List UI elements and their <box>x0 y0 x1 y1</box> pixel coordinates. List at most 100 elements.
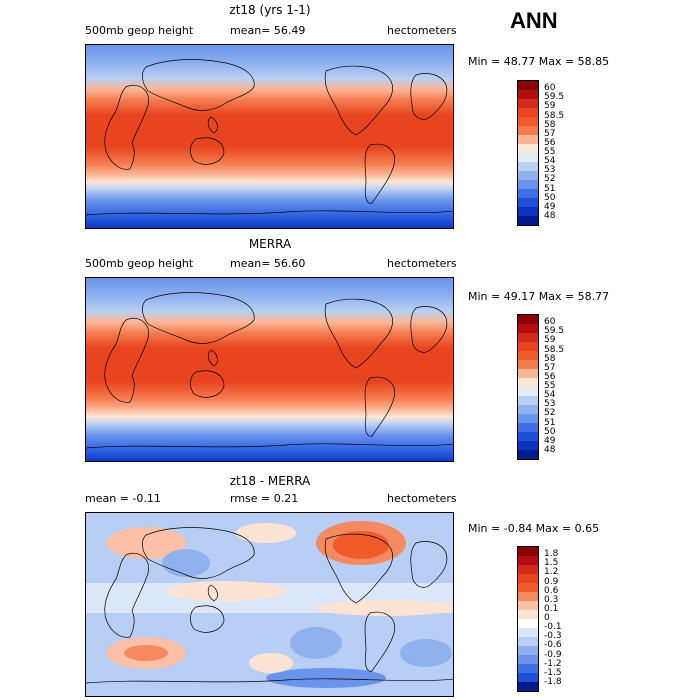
colorbar-tick-label: 48 <box>544 444 556 455</box>
panel3-units-label: hectometers <box>387 492 457 505</box>
colorbar-tick-label: 48 <box>544 210 556 221</box>
colorbar-swatch <box>518 315 538 324</box>
colorbar-tick-label: -1.5 <box>544 667 562 678</box>
colorbar-swatch <box>518 126 538 135</box>
colorbar-tick-label: 59.5 <box>544 92 565 103</box>
colorbar-tick-label: 0.1 <box>544 603 559 614</box>
colorbar-tick-label: 53 <box>544 399 556 410</box>
colorbar-tick-label: -0.9 <box>544 649 562 660</box>
colorbar-swatch <box>518 441 538 450</box>
colorbar-tick-label: 0 <box>544 613 550 623</box>
panel3-rmse-label: rmse = 0.21 <box>230 492 299 505</box>
colorbar-swatch <box>518 547 538 556</box>
colorbar-tick-label: 51 <box>544 417 556 428</box>
colorbar-swatch <box>518 153 538 162</box>
colorbar-tick-label: 59 <box>544 335 556 346</box>
colorbar-tick-label: 53 <box>544 165 556 176</box>
colorbar-swatch <box>518 405 538 414</box>
colorbar-swatch <box>518 180 538 189</box>
panel1-map <box>85 44 454 229</box>
colorbar-tick-label: -0.1 <box>544 622 562 633</box>
colorbar-tick-label: 50 <box>544 426 556 437</box>
colorbar-tick-label: -0.6 <box>544 640 562 651</box>
colorbar-tick-label: 0.6 <box>544 585 559 596</box>
colorbar-swatch <box>518 637 538 646</box>
colorbar-tick-label: 1.8 <box>544 549 559 560</box>
colorbar-tick-label: 58 <box>544 119 556 130</box>
colorbar-swatch <box>518 432 538 441</box>
colorbar-swatch <box>518 574 538 583</box>
colorbar-swatch <box>518 216 538 225</box>
panel2-title: MERRA <box>248 237 292 251</box>
panel2-variable-label: 500mb geop height <box>85 257 194 270</box>
panel3-map <box>85 512 454 697</box>
colorbar-swatch <box>518 396 538 405</box>
colorbar-swatch <box>518 628 538 637</box>
colorbar-swatch <box>518 673 538 682</box>
panel1-units-label: hectometers <box>387 24 457 37</box>
panel2-coastlines <box>86 292 453 449</box>
panel3-coastlines <box>86 527 453 684</box>
colorbar-swatch <box>518 423 538 432</box>
colorbar-swatch <box>518 655 538 664</box>
colorbar-tick-label: -0.3 <box>544 631 562 642</box>
colorbar-tick-label: 56 <box>544 137 556 148</box>
panel1-variable-label: 500mb geop height <box>85 24 194 37</box>
colorbar-swatch <box>518 108 538 117</box>
colorbar-swatch <box>518 351 538 360</box>
colorbar-swatch <box>518 619 538 628</box>
colorbar-tick-label: 50 <box>544 192 556 203</box>
colorbar-tick-label: 57 <box>544 362 556 373</box>
panel1-colorbar <box>517 80 539 226</box>
colorbar-swatch <box>518 601 538 610</box>
colorbar-tick-label: 58.5 <box>544 344 565 355</box>
colorbar-swatch <box>518 592 538 601</box>
colorbar-tick-label: 58.5 <box>544 110 565 121</box>
colorbar-tick-label: -1.2 <box>544 658 562 669</box>
colorbar-swatch <box>518 324 538 333</box>
colorbar-swatch <box>518 117 538 126</box>
colorbar-tick-label: 1.2 <box>544 567 559 578</box>
season-label: ANN <box>510 8 558 33</box>
colorbar-tick-label: 0.9 <box>544 576 559 587</box>
colorbar-swatch <box>518 646 538 655</box>
panel3-minmax: Min = -0.84 Max = 0.65 <box>468 522 600 535</box>
panel3-colorbar <box>517 546 539 692</box>
colorbar-tick-label: 59 <box>544 101 556 112</box>
colorbar-swatch <box>518 207 538 216</box>
panel2-colorbar <box>517 314 539 460</box>
colorbar-tick-label: 52 <box>544 408 556 419</box>
colorbar-swatch <box>518 556 538 565</box>
colorbar-tick-label: 0.3 <box>544 594 559 605</box>
colorbar-swatch <box>518 333 538 342</box>
colorbar-swatch <box>518 99 538 108</box>
colorbar-swatch <box>518 135 538 144</box>
colorbar-swatch <box>518 198 538 207</box>
colorbar-tick-label: -1.8 <box>544 676 562 687</box>
colorbar-swatch <box>518 360 538 369</box>
colorbar-swatch <box>518 144 538 153</box>
colorbar-swatch <box>518 387 538 396</box>
colorbar-tick-label: 57 <box>544 128 556 139</box>
colorbar-swatch <box>518 583 538 592</box>
colorbar-swatch <box>518 162 538 171</box>
colorbar-tick-label: 60 <box>544 317 556 328</box>
panel2-mean-label: mean= 56.60 <box>230 257 306 270</box>
colorbar-swatch <box>518 414 538 423</box>
colorbar-swatch <box>518 682 538 691</box>
colorbar-swatch <box>518 171 538 180</box>
colorbar-tick-label: 58 <box>544 353 556 364</box>
panel1-coastlines <box>86 59 453 216</box>
colorbar-swatch <box>518 450 538 459</box>
colorbar-swatch <box>518 610 538 619</box>
colorbar-tick-label: 55 <box>544 381 556 391</box>
panel1-mean-label: mean= 56.49 <box>230 24 306 37</box>
colorbar-swatch <box>518 90 538 99</box>
panel2-units-label: hectometers <box>387 257 457 270</box>
colorbar-tick-label: 56 <box>544 371 556 382</box>
colorbar-tick-label: 1.5 <box>544 558 559 569</box>
colorbar-swatch <box>518 81 538 90</box>
panel1-title: zt18 (yrs 1-1) <box>229 3 311 17</box>
colorbar-tick-label: 52 <box>544 174 556 185</box>
colorbar-tick-label: 51 <box>544 183 556 194</box>
